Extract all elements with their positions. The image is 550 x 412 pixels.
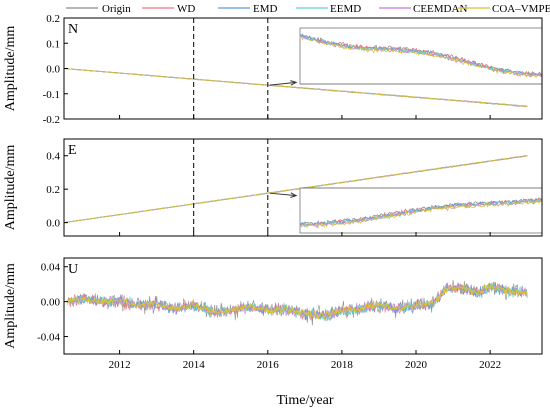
legend-label: EMD bbox=[253, 3, 278, 15]
x-tick-label: 2022 bbox=[479, 359, 501, 371]
y-axis-title: Amplitude/mm bbox=[3, 145, 18, 231]
y-tick-label: -0.2 bbox=[43, 114, 60, 126]
y-tick-label: 0.1 bbox=[46, 38, 60, 50]
panel-u: 0.04 0.00 -0.04 2012 2014 2016 2018 2020 2022 U Am… bbox=[3, 257, 543, 371]
series-line bbox=[64, 68, 528, 108]
legend-item: CEEMDAN bbox=[379, 3, 467, 15]
y-axis-title: Amplitude/mm bbox=[3, 263, 18, 349]
inset-series-line bbox=[299, 34, 543, 78]
legend-item: EEMD bbox=[296, 3, 361, 15]
legend-label: EEMD bbox=[330, 3, 361, 15]
y-tick-label: 0.04 bbox=[41, 262, 61, 274]
x-tick-label: 2016 bbox=[257, 359, 280, 371]
legend: Origin WD EMD EEMD CEEMDAN COA–VMPE–WD bbox=[66, 3, 550, 15]
x-tick-label: 2012 bbox=[109, 359, 131, 371]
y-tick-label: -0.1 bbox=[43, 89, 60, 101]
legend-item: COA–VMPE–WD bbox=[458, 3, 550, 15]
panel-label: U bbox=[68, 262, 78, 277]
inset-series-line bbox=[299, 199, 543, 229]
x-tick-label: 2020 bbox=[405, 359, 428, 371]
panel-label: E bbox=[68, 143, 77, 158]
legend-label: CEEMDAN bbox=[413, 3, 467, 15]
y-tick-label: 0.4 bbox=[46, 151, 60, 163]
y-tick-label: 0.0 bbox=[46, 218, 60, 230]
x-tick-label: 2014 bbox=[183, 359, 206, 371]
series-line bbox=[64, 155, 528, 224]
zoom-arrow bbox=[269, 192, 297, 197]
zoom-arrow bbox=[269, 81, 297, 86]
x-tick-label: 2018 bbox=[331, 359, 354, 371]
series-line bbox=[67, 283, 528, 320]
panel-label: N bbox=[68, 22, 78, 37]
legend-label: WD bbox=[177, 3, 195, 15]
y-tick-label: 0.2 bbox=[46, 13, 60, 25]
inset-series-line bbox=[299, 197, 543, 226]
panel-e: 0.4 0.2 0.0 E Amplitude/mm bbox=[3, 138, 543, 237]
plot-frame bbox=[63, 138, 543, 237]
y-tick-label: 0.00 bbox=[41, 297, 61, 309]
series-group bbox=[64, 154, 528, 224]
plot-frame bbox=[63, 257, 543, 355]
y-tick-label: 0.0 bbox=[46, 64, 60, 76]
legend-label: COA–VMPE–WD bbox=[492, 3, 550, 15]
legend-label: Origin bbox=[102, 3, 131, 15]
panels: 0.2 0.1 0.0 -0.1 -0.2 N Amplitude/mm 0.4 0.2 0.0 E… bbox=[3, 13, 543, 371]
legend-item: EMD bbox=[218, 3, 278, 15]
y-axis-title: Amplitude/mm bbox=[3, 26, 18, 112]
zoom-inset bbox=[299, 27, 543, 85]
x-axis-title: Time/year bbox=[276, 393, 333, 408]
inset-series-line bbox=[299, 35, 543, 76]
zoom-inset bbox=[299, 187, 543, 234]
legend-item: Origin bbox=[66, 3, 131, 15]
inset-series-line bbox=[299, 34, 543, 77]
inset-series-line bbox=[299, 35, 543, 79]
series-group bbox=[64, 68, 528, 108]
zoom-arrow-head bbox=[290, 80, 298, 86]
legend-item: WD bbox=[142, 3, 195, 15]
y-tick-label: 0.2 bbox=[46, 184, 60, 196]
y-tick-label: -0.04 bbox=[37, 332, 60, 344]
panel-n: 0.2 0.1 0.0 -0.1 -0.2 N Amplitude/mm bbox=[3, 13, 543, 126]
inset-series-line bbox=[299, 199, 542, 228]
zoom-arrow-head bbox=[290, 192, 298, 198]
inset-series-line bbox=[299, 197, 543, 228]
series-group bbox=[67, 280, 528, 326]
